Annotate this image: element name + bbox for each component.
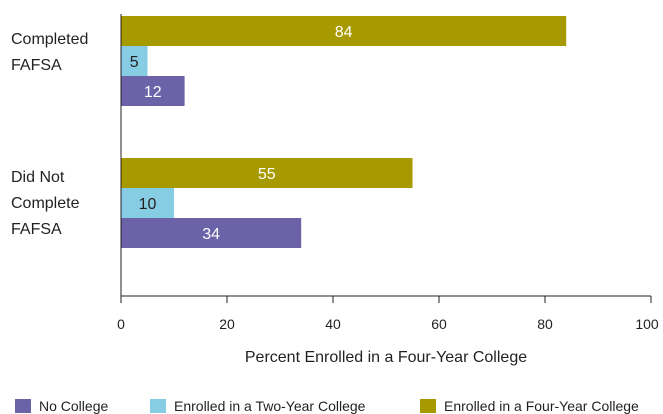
axes: 0 20 40 60 80 100 (117, 14, 659, 332)
bar-value-label: 34 (202, 226, 220, 243)
legend-swatch (420, 399, 436, 413)
bar-value-label: 12 (144, 84, 162, 101)
x-tick-label: 100 (635, 316, 659, 332)
x-axis-title: Percent Enrolled in a Four-Year College (245, 349, 527, 366)
bar-value-label: 5 (130, 54, 139, 71)
bar (121, 76, 185, 106)
category-label: Did Not (11, 169, 65, 186)
category-label: Completed (11, 31, 88, 48)
bar-value-label: 10 (139, 196, 157, 213)
bars: 84 5 12 55 10 34 (121, 16, 567, 248)
category-label: FAFSA (11, 221, 62, 238)
legend-swatch (150, 399, 166, 413)
bar (121, 16, 567, 46)
x-tick-label: 60 (431, 316, 447, 332)
x-tick-label: 40 (325, 316, 341, 332)
bar-value-label: 55 (258, 166, 276, 183)
bar (121, 218, 302, 248)
legend: No College Enrolled in a Two-Year College… (15, 398, 639, 414)
x-tick-label: 20 (219, 316, 235, 332)
x-tick-label: 0 (117, 316, 125, 332)
legend-label: No College (39, 398, 108, 414)
legend-label: Enrolled in a Two-Year College (174, 398, 366, 414)
category-label: Complete (11, 195, 80, 212)
category-labels: Completed FAFSA Did Not Complete FAFSA (11, 31, 88, 238)
x-tick-label: 80 (537, 316, 553, 332)
bar-value-label: 84 (335, 24, 353, 41)
legend-label: Enrolled in a Four-Year College (444, 398, 639, 414)
bar (121, 158, 413, 188)
bar (121, 46, 148, 76)
category-label: FAFSA (11, 57, 62, 74)
bar (121, 188, 174, 218)
legend-swatch (15, 399, 31, 413)
